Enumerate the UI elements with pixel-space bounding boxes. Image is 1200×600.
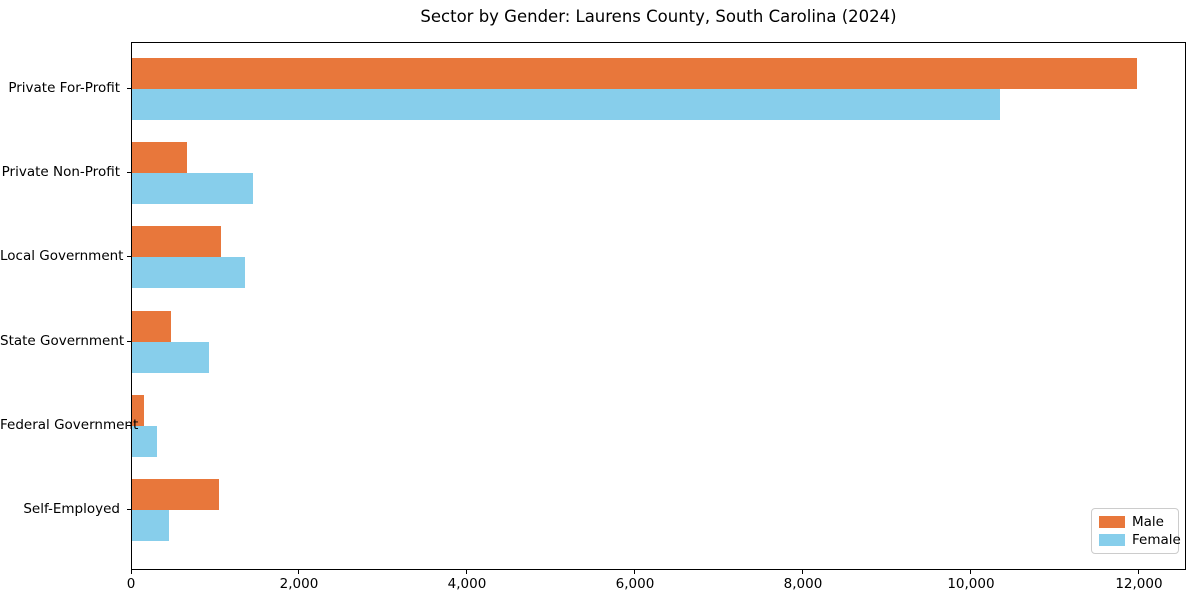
x-tick-label: 6,000 [615, 576, 655, 592]
x-tick-label: 0 [126, 576, 136, 592]
legend-swatch-male [1099, 516, 1125, 528]
bar-female [132, 341, 210, 373]
x-tick-mark [1138, 570, 1140, 574]
x-tick-label: 10,000 [947, 576, 995, 592]
bar-female [132, 510, 169, 541]
legend-label: Female [1132, 532, 1181, 548]
x-tick-label: 8,000 [783, 576, 823, 592]
x-tick-mark [970, 570, 972, 574]
y-tick-mark [127, 172, 131, 174]
category-label: Federal Government [0, 416, 139, 433]
legend-entry: Female [1099, 532, 1181, 548]
x-tick-mark [634, 570, 636, 574]
bar-male [132, 58, 1137, 89]
bar-male [132, 226, 221, 258]
y-tick-mark [127, 256, 131, 258]
y-tick-mark [127, 340, 131, 342]
x-tick-mark [802, 570, 804, 574]
bar-female [132, 173, 253, 205]
bar-female [132, 257, 245, 289]
bar-male [132, 394, 144, 426]
category-label: Private Non-Profit [1, 164, 120, 181]
bar-female [132, 425, 158, 457]
x-tick-label: 4,000 [447, 576, 487, 592]
y-tick-mark [127, 509, 131, 510]
y-tick-mark [127, 88, 131, 89]
category-label: Self-Employed [23, 501, 120, 517]
legend-swatch-female [1099, 534, 1125, 546]
bar-male [132, 479, 220, 510]
x-tick-label: 2,000 [279, 576, 319, 592]
category-label: Local Government [0, 248, 124, 265]
category-label: Private For-Profit [8, 80, 120, 96]
legend-entry: Male [1099, 514, 1171, 530]
x-tick-mark [298, 570, 300, 574]
x-tick-mark [130, 570, 132, 574]
category-label: State Government [0, 332, 125, 349]
legend-label: Male [1132, 514, 1164, 530]
bar-female [132, 89, 1000, 120]
x-tick-label: 12,000 [1115, 576, 1163, 592]
bar-male [132, 142, 187, 174]
y-tick-mark [127, 424, 131, 426]
chart-title: Sector by Gender: Laurens County, South … [420, 7, 897, 26]
x-tick-mark [466, 570, 468, 574]
bar-male [132, 310, 171, 342]
plot-area [131, 42, 1186, 570]
legend: Male Female [1091, 508, 1181, 554]
